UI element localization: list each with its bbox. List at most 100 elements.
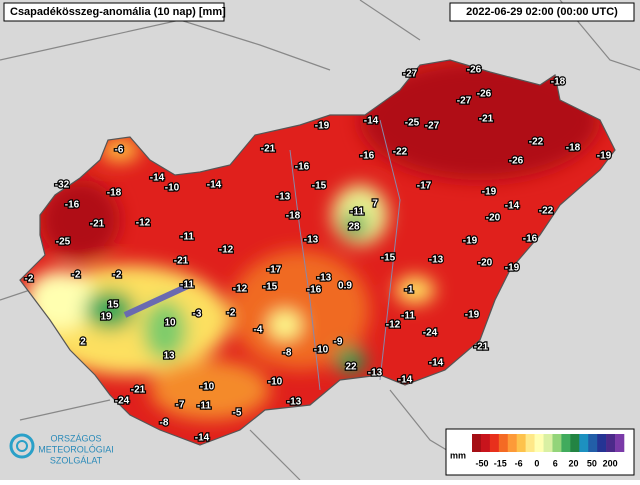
legend-label: 20 xyxy=(569,458,579,468)
station-value: -27 xyxy=(403,69,418,80)
legend-swatch xyxy=(525,434,535,452)
station-value: 7 xyxy=(372,199,378,210)
station-value: -3 xyxy=(193,309,202,320)
station-value: -11 xyxy=(180,232,194,243)
station-value: 28 xyxy=(348,222,360,233)
station-value: -17 xyxy=(267,265,282,276)
station-value: -14 xyxy=(505,201,520,212)
legend-label: 50 xyxy=(587,458,597,468)
title-box xyxy=(3,2,225,22)
station-value: -26 xyxy=(477,89,492,100)
logo-text: ORSZÁGOS xyxy=(50,433,101,443)
station-value: -16 xyxy=(523,234,538,245)
station-value: -14 xyxy=(364,116,379,127)
legend-unit: mm xyxy=(450,450,466,460)
timestamp: 2022-06-29 02:00 (00:00 UTC) xyxy=(466,6,618,18)
station-value: -18 xyxy=(566,143,581,154)
station-value: -18 xyxy=(286,211,301,222)
station-value: -20 xyxy=(478,258,493,269)
station-value: -17 xyxy=(417,181,432,192)
station-value: 0.9 xyxy=(338,281,352,292)
station-value: -14 xyxy=(398,375,413,386)
legend-swatch xyxy=(472,434,482,452)
station-value: -9 xyxy=(334,337,343,348)
station-value: -22 xyxy=(393,147,408,158)
station-value: -19 xyxy=(482,187,497,198)
station-value: -24 xyxy=(115,396,130,407)
station-value: -2 xyxy=(72,270,81,281)
station-value: -18 xyxy=(551,77,566,88)
legend-swatch xyxy=(498,434,509,452)
station-value: 2 xyxy=(80,337,86,348)
station-value: -6 xyxy=(115,145,124,156)
station-value: -19 xyxy=(597,151,612,162)
legend-label: -50 xyxy=(475,458,488,468)
station-value: -14 xyxy=(195,433,210,444)
station-value: -16 xyxy=(307,285,322,296)
station-value: -21 xyxy=(131,385,146,396)
logo: ORSZÁGOS METEOROLÓGIAI SZOLGÁLAT xyxy=(9,433,114,465)
station-value: -12 xyxy=(233,284,248,295)
legend-label: 0 xyxy=(534,458,539,468)
station-value: -13 xyxy=(429,255,444,266)
station-value: -13 xyxy=(368,368,383,379)
station-value: -12 xyxy=(386,320,401,331)
station-value: 19 xyxy=(100,312,112,323)
logo-icon xyxy=(9,433,35,459)
legend-swatch xyxy=(516,434,526,452)
legend-swatch xyxy=(561,434,571,452)
station-value: -13 xyxy=(287,397,302,408)
station-value: -21 xyxy=(474,342,489,353)
station-value: -20 xyxy=(486,213,501,224)
rivers xyxy=(289,119,401,391)
legend-swatch xyxy=(543,434,553,452)
station-value: -10 xyxy=(314,345,329,356)
station-value: -26 xyxy=(467,65,482,76)
legend-swatch xyxy=(579,434,589,452)
legend-swatch xyxy=(570,434,580,452)
station-value: 13 xyxy=(163,351,175,362)
station-value: -16 xyxy=(360,151,375,162)
station-value: -5 xyxy=(233,408,242,419)
station-value: -12 xyxy=(136,218,151,229)
station-value: -19 xyxy=(463,236,478,247)
logo-text: SZOLGÁLAT xyxy=(50,455,103,465)
legend-label: -6 xyxy=(515,458,523,468)
station-value: -32 xyxy=(55,180,70,191)
station-value: -25 xyxy=(56,237,71,248)
legend-label: 200 xyxy=(603,458,618,468)
station-value: -21 xyxy=(479,114,494,125)
legend-swatch xyxy=(615,434,625,452)
legend-swatch xyxy=(597,434,607,452)
legend: -50 -15 -6 0 6 20 50 200 xyxy=(472,434,625,468)
station-value: -16 xyxy=(295,162,310,173)
station-value: -11 xyxy=(401,311,415,322)
legend-label: -15 xyxy=(494,458,507,468)
station-value: -2 xyxy=(113,270,122,281)
title: Csapadékösszeg-anomália (10 nap) [mm] xyxy=(10,6,226,18)
station-value: -15 xyxy=(312,181,327,192)
legend-swatch xyxy=(606,434,616,452)
station-value: 22 xyxy=(345,362,357,373)
station-value: -2 xyxy=(227,308,236,319)
station-value: -15 xyxy=(263,282,278,293)
station-value: -10 xyxy=(165,183,180,194)
legend-swatch xyxy=(480,434,491,452)
logo-icon xyxy=(16,440,28,452)
station-value: -11 xyxy=(197,401,211,412)
station-value: -13 xyxy=(276,192,291,203)
station-value: -2 xyxy=(25,274,34,285)
logo-text: METEOROLÓGIAI xyxy=(38,444,114,454)
station-value: -8 xyxy=(160,418,169,429)
station-value: -15 xyxy=(381,253,396,264)
legend-swatch xyxy=(552,434,562,452)
legend-swatch xyxy=(489,434,500,452)
station-value: 15 xyxy=(107,300,119,311)
station-value: -26 xyxy=(509,156,524,167)
station-value: -10 xyxy=(268,377,283,388)
station-value: -14 xyxy=(207,180,222,191)
station-value: -14 xyxy=(150,173,165,184)
station-value: -19 xyxy=(465,310,480,321)
station-value: -11 xyxy=(350,207,364,218)
